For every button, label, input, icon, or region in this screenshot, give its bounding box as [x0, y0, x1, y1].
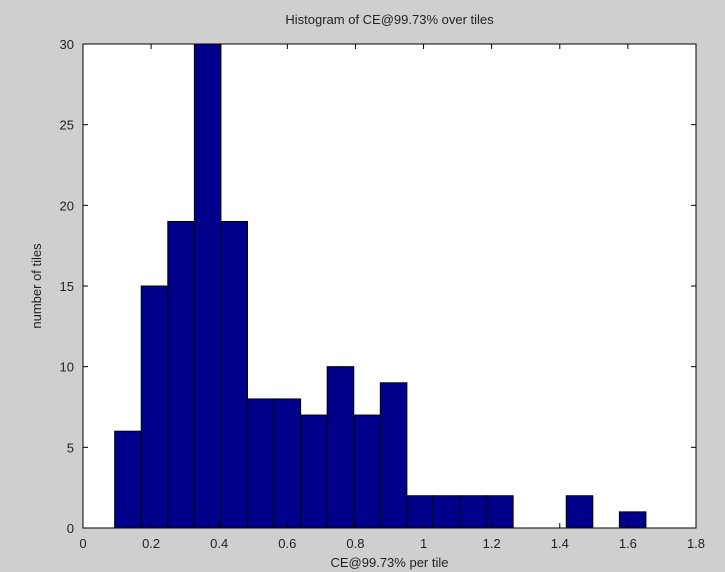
histogram-bar [459, 495, 488, 529]
y-tick-label: 25 [60, 118, 74, 133]
y-tick-label: 30 [60, 37, 74, 52]
x-tick-label: 0 [79, 536, 86, 551]
x-tick-label: 0.4 [210, 536, 228, 551]
y-axis-label: number of tiles [29, 243, 44, 329]
histogram-bar [326, 366, 355, 529]
histogram-bar [193, 43, 222, 529]
x-tick-label: 0.6 [278, 536, 296, 551]
y-tick-label: 20 [60, 198, 74, 213]
chart-title: Histogram of CE@99.73% over tiles [285, 12, 494, 27]
y-tick-label: 15 [60, 279, 74, 294]
x-tick-label: 1.6 [619, 536, 637, 551]
y-tick-label: 10 [60, 360, 74, 375]
histogram-bar [432, 495, 461, 529]
histogram-bar [353, 414, 381, 529]
histogram-bar [167, 220, 195, 529]
histogram-bar [379, 382, 408, 529]
x-tick-label: 1.8 [687, 536, 705, 551]
histogram-bar [273, 398, 302, 529]
x-tick-label: 0.2 [142, 536, 160, 551]
histogram-bar [618, 511, 647, 529]
histogram-bar [406, 495, 434, 529]
histogram-bar [486, 495, 514, 529]
histogram-bar [220, 220, 248, 529]
x-tick-label: 0.8 [346, 536, 364, 551]
histogram-bar [114, 430, 142, 529]
y-tick-label: 0 [67, 521, 74, 536]
histogram-bar [246, 398, 275, 529]
x-axis-label: CE@99.73% per tile [331, 555, 449, 570]
x-tick-label: 1.2 [483, 536, 501, 551]
x-tick-label: 1 [420, 536, 427, 551]
y-tick-label: 5 [67, 440, 74, 455]
histogram-bar [300, 414, 328, 529]
histogram-bar [140, 285, 169, 529]
x-tick-label: 1.4 [551, 536, 569, 551]
histogram-bar [565, 495, 594, 529]
